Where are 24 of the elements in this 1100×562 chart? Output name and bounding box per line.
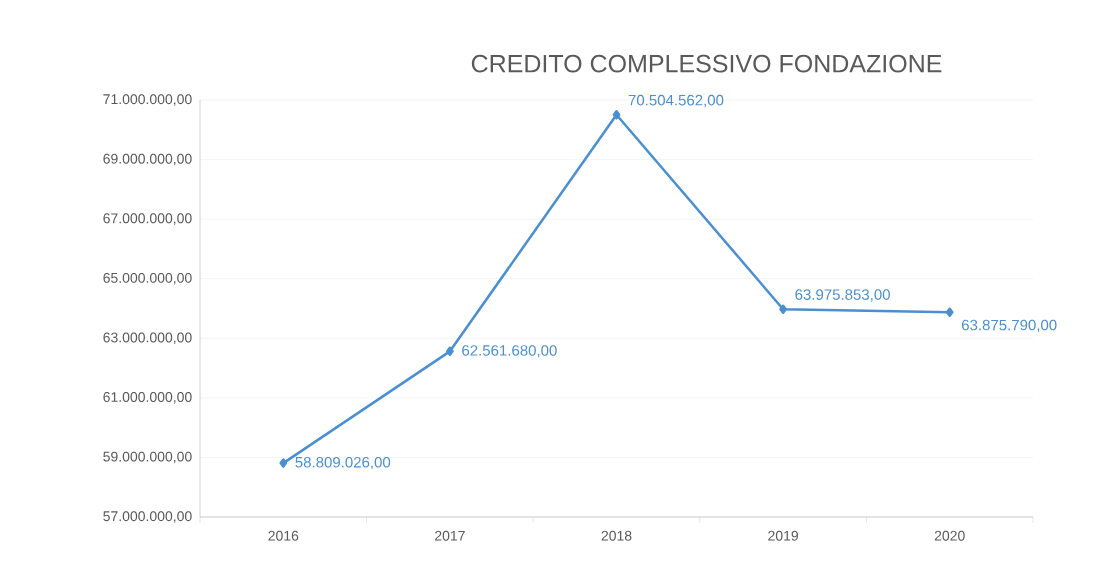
y-tick-label: 69.000.000,00	[103, 153, 192, 166]
x-tick-label: 2020	[934, 530, 965, 541]
data-label: 58.809.026,00	[295, 456, 391, 470]
y-tick-label: 63.000.000,00	[103, 332, 192, 345]
y-tick-label: 67.000.000,00	[103, 213, 192, 225]
y-tick-label: 57.000.000,00	[103, 511, 192, 523]
y-tick-label: 59.000.000,00	[103, 451, 192, 464]
y-tick-label: 61.000.000,00	[103, 392, 192, 404]
x-tick-label: 2016	[268, 530, 299, 541]
x-tick-label: 2017	[435, 530, 465, 541]
point	[945, 307, 954, 317]
data-label: 70.504.562,00	[628, 94, 724, 108]
point	[446, 346, 454, 357]
chart-title: CREDITO COMPLESSIVO FONDAZIONE	[471, 54, 942, 73]
y-tick-label: 71.000.000,00	[103, 94, 192, 106]
point	[779, 304, 787, 314]
point	[612, 110, 621, 120]
x-tick-label: 2018	[601, 530, 632, 541]
data-label: 63.975.853,00	[795, 289, 890, 302]
x-tick-label: 2019	[768, 530, 799, 541]
data-label: 63.875.790,00	[961, 319, 1057, 333]
point	[279, 458, 288, 468]
y-tick-label: 65.000.000,00	[103, 272, 192, 285]
data-label: 62.561.680,00	[462, 345, 557, 358]
